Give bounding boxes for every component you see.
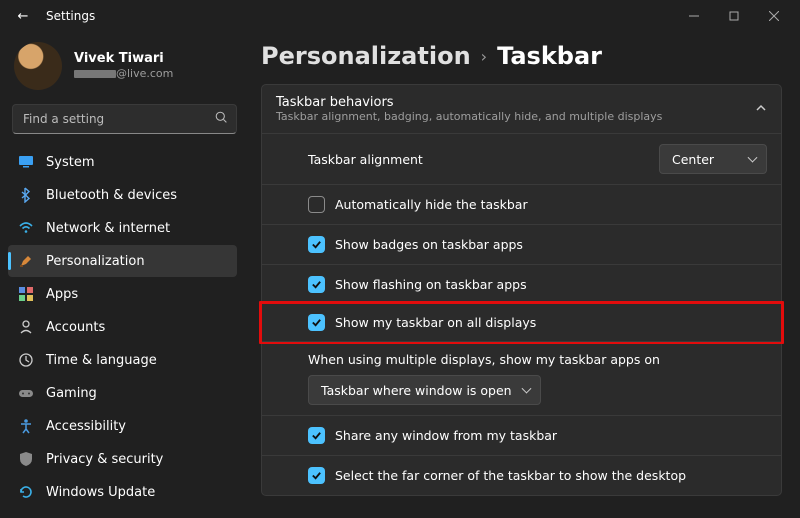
show-flashing-row[interactable]: Show flashing on taskbar apps [262, 264, 781, 304]
sidebar-item-label: Bluetooth & devices [46, 188, 177, 203]
sidebar-item-label: Accounts [46, 320, 105, 335]
breadcrumb: Personalization › Taskbar [261, 42, 782, 70]
close-button[interactable] [754, 0, 794, 32]
setting-label: When using multiple displays, show my ta… [308, 352, 660, 367]
search-input[interactable] [21, 111, 215, 127]
show-badges-row[interactable]: Show badges on taskbar apps [262, 224, 781, 264]
sidebar-item-update[interactable]: Windows Update [8, 476, 237, 508]
card-subtitle: Taskbar alignment, badging, automaticall… [276, 110, 662, 123]
checkbox-checked[interactable] [308, 276, 325, 293]
setting-label: Show flashing on taskbar apps [335, 277, 527, 292]
sidebar: Vivek Tiwari @live.com System Bluetooth … [0, 32, 247, 518]
sidebar-item-bluetooth[interactable]: Bluetooth & devices [8, 179, 237, 211]
arrow-left-icon: ← [18, 9, 29, 24]
taskbar-alignment-row: Taskbar alignment Center [262, 133, 781, 184]
card-header[interactable]: Taskbar behaviors Taskbar alignment, bad… [262, 85, 781, 133]
back-button[interactable]: ← [6, 0, 40, 32]
sidebar-item-label: Gaming [46, 386, 97, 401]
dropdown-value: Taskbar where window is open [321, 383, 512, 398]
sidebar-item-gaming[interactable]: Gaming [8, 377, 237, 409]
checkbox-checked[interactable] [308, 314, 325, 331]
chevron-up-icon [755, 102, 767, 117]
email-redacted [74, 70, 116, 78]
sidebar-item-label: Windows Update [46, 485, 155, 500]
profile-name: Vivek Tiwari [74, 51, 173, 67]
app-name: Settings [46, 9, 95, 23]
sidebar-item-personalization[interactable]: Personalization [8, 245, 237, 277]
multi-display-row: When using multiple displays, show my ta… [262, 341, 781, 415]
sidebar-item-network[interactable]: Network & internet [8, 212, 237, 244]
setting-label: Share any window from my taskbar [335, 428, 557, 443]
maximize-icon [729, 11, 739, 21]
person-icon [18, 319, 34, 335]
share-window-row[interactable]: Share any window from my taskbar [262, 415, 781, 455]
close-icon [769, 11, 779, 21]
minimize-icon [689, 11, 699, 21]
show-taskbar-all-displays-row[interactable]: Show my taskbar on all displays [259, 301, 784, 344]
checkbox-checked[interactable] [308, 236, 325, 253]
gaming-icon [18, 385, 34, 401]
paintbrush-icon [18, 253, 34, 269]
taskbar-behaviors-card: Taskbar behaviors Taskbar alignment, bad… [261, 84, 782, 496]
setting-label: Taskbar alignment [308, 152, 423, 167]
maximize-button[interactable] [714, 0, 754, 32]
sidebar-item-privacy[interactable]: Privacy & security [8, 443, 237, 475]
update-icon [18, 484, 34, 500]
dropdown-value: Center [672, 152, 714, 167]
title-bar: ← Settings [0, 0, 800, 32]
checkbox-checked[interactable] [308, 467, 325, 484]
multi-display-dropdown[interactable]: Taskbar where window is open [308, 375, 541, 405]
minimize-button[interactable] [674, 0, 714, 32]
system-icon [18, 154, 34, 170]
search-box[interactable] [12, 104, 237, 134]
search-icon [215, 111, 228, 127]
setting-label: Show my taskbar on all displays [335, 315, 536, 330]
sidebar-item-apps[interactable]: Apps [8, 278, 237, 310]
profile-text: Vivek Tiwari @live.com [74, 51, 173, 81]
sidebar-item-label: Privacy & security [46, 452, 163, 467]
profile-block[interactable]: Vivek Tiwari @live.com [8, 36, 241, 104]
setting-label: Automatically hide the taskbar [335, 197, 528, 212]
show-desktop-corner-row[interactable]: Select the far corner of the taskbar to … [262, 455, 781, 495]
breadcrumb-parent[interactable]: Personalization [261, 42, 471, 70]
setting-label: Show badges on taskbar apps [335, 237, 523, 252]
sidebar-item-label: Apps [46, 287, 78, 302]
accessibility-icon [18, 418, 34, 434]
sidebar-item-accounts[interactable]: Accounts [8, 311, 237, 343]
breadcrumb-current: Taskbar [497, 42, 602, 70]
nav-list: System Bluetooth & devices Network & int… [8, 146, 241, 508]
sidebar-item-label: Time & language [46, 353, 157, 368]
avatar [14, 42, 62, 90]
chevron-right-icon: › [481, 47, 487, 66]
sidebar-item-label: Personalization [46, 254, 145, 269]
sidebar-item-accessibility[interactable]: Accessibility [8, 410, 237, 442]
sidebar-item-system[interactable]: System [8, 146, 237, 178]
bluetooth-icon [18, 187, 34, 203]
apps-icon [18, 286, 34, 302]
clock-icon [18, 352, 34, 368]
sidebar-item-label: Accessibility [46, 419, 126, 434]
sidebar-item-time[interactable]: Time & language [8, 344, 237, 376]
auto-hide-row[interactable]: Automatically hide the taskbar [262, 184, 781, 224]
alignment-dropdown[interactable]: Center [659, 144, 767, 174]
sidebar-item-label: System [46, 155, 94, 170]
main-panel: Personalization › Taskbar Taskbar behavi… [247, 32, 800, 518]
wifi-icon [18, 220, 34, 236]
checkbox-unchecked[interactable] [308, 196, 325, 213]
profile-email: @live.com [74, 67, 173, 81]
card-title: Taskbar behaviors [276, 95, 662, 110]
setting-label: Select the far corner of the taskbar to … [335, 468, 686, 483]
window-controls [674, 0, 794, 32]
shield-icon [18, 451, 34, 467]
settings-list: Taskbar alignment Center Automatically h… [262, 133, 781, 495]
sidebar-item-label: Network & internet [46, 221, 170, 236]
checkbox-checked[interactable] [308, 427, 325, 444]
